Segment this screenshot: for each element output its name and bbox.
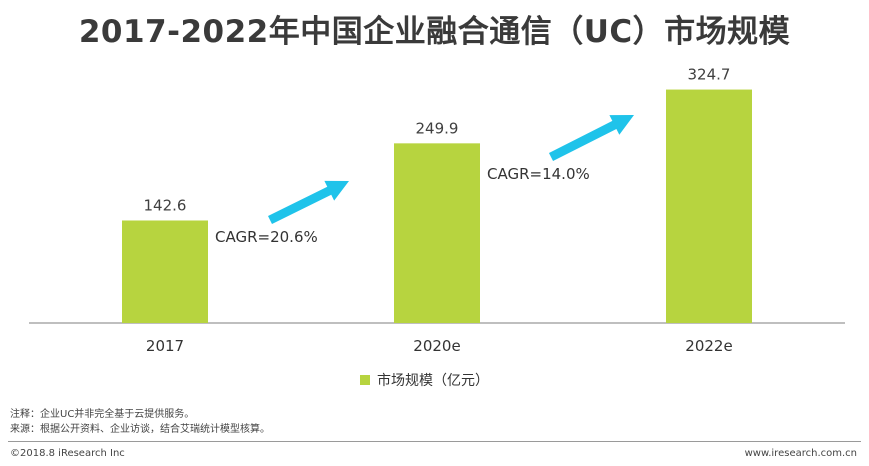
growth-arrow-2 [548, 115, 634, 162]
bar-2017 [122, 220, 208, 323]
cagr-annotation-2: CAGR=14.0% [487, 165, 590, 183]
data-label-2020e: 249.9 [416, 119, 459, 137]
footer-divider [8, 441, 861, 442]
source-text: 来源：根据公开资料、企业访谈，结合艾瑞统计模型核算。 [10, 424, 270, 435]
note-text: 注释：企业UC并非完全基于云提供服务。 [10, 409, 195, 420]
chart-title: 2017-2022年中国企业融合通信（UC）市场规模 [78, 14, 791, 50]
cagr-annotation-1: CAGR=20.6% [215, 228, 318, 246]
data-label-2017: 142.6 [144, 196, 187, 214]
data-label-2022e: 324.7 [688, 66, 731, 84]
legend-swatch [360, 375, 370, 385]
x-tick-label-2017: 2017 [146, 337, 184, 355]
x-tick-label-2020e: 2020e [413, 337, 460, 355]
x-tick-label-2022e: 2022e [685, 337, 732, 355]
website: www.iresearch.com.cn [744, 448, 857, 459]
legend: 市场规模（亿元） [360, 370, 489, 390]
bar-2022e [666, 89, 752, 324]
bar-2020e [394, 143, 480, 323]
footnotes: 注释：企业UC并非完全基于云提供服务。 来源：根据公开资料、企业访谈，结合艾瑞统… [10, 407, 270, 437]
copyright: ©2018.8 iResearch Inc [10, 448, 125, 459]
growth-arrow-1 [268, 180, 349, 225]
legend-label: 市场规模（亿元） [377, 373, 489, 389]
